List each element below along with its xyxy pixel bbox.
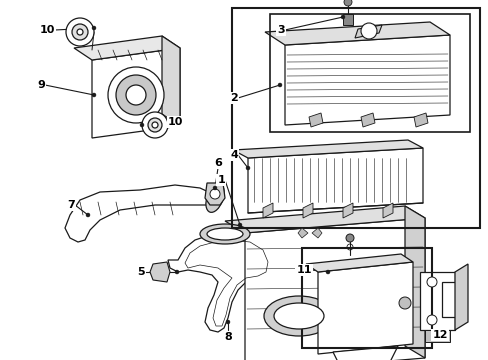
Polygon shape (311, 228, 321, 238)
Bar (231, 8, 479, 228)
Circle shape (126, 85, 146, 105)
Circle shape (209, 189, 220, 199)
Polygon shape (168, 233, 278, 332)
Text: 9: 9 (37, 80, 45, 90)
Circle shape (340, 15, 345, 19)
Polygon shape (285, 35, 449, 125)
Circle shape (426, 315, 436, 325)
Polygon shape (413, 113, 427, 127)
Text: 7: 7 (67, 200, 75, 210)
Text: 1: 1 (217, 175, 224, 185)
Circle shape (245, 166, 249, 170)
Polygon shape (308, 113, 323, 127)
Polygon shape (424, 330, 449, 342)
Circle shape (92, 26, 96, 30)
Text: 10: 10 (168, 117, 183, 127)
Polygon shape (150, 262, 170, 282)
Circle shape (225, 320, 229, 324)
Polygon shape (317, 262, 412, 354)
Circle shape (86, 213, 90, 217)
Ellipse shape (273, 303, 324, 329)
Ellipse shape (200, 224, 249, 244)
Polygon shape (342, 14, 352, 25)
Polygon shape (162, 36, 180, 126)
Bar (269, 14, 469, 132)
Circle shape (108, 67, 163, 123)
Polygon shape (74, 36, 180, 60)
Polygon shape (404, 206, 424, 358)
Polygon shape (204, 183, 224, 205)
Circle shape (140, 123, 143, 127)
Polygon shape (247, 148, 422, 213)
Polygon shape (92, 48, 180, 138)
Circle shape (66, 18, 94, 46)
Circle shape (152, 122, 158, 128)
Text: 10: 10 (40, 25, 55, 35)
Ellipse shape (264, 296, 333, 336)
Circle shape (77, 29, 83, 35)
Polygon shape (354, 25, 381, 38)
Circle shape (360, 23, 376, 39)
Circle shape (72, 24, 88, 40)
Polygon shape (454, 264, 467, 330)
Polygon shape (232, 140, 422, 158)
Circle shape (426, 277, 436, 287)
Circle shape (432, 332, 440, 340)
Text: 2: 2 (230, 93, 238, 103)
Text: 8: 8 (224, 332, 231, 342)
Polygon shape (297, 228, 307, 238)
Polygon shape (305, 254, 412, 272)
Polygon shape (65, 185, 215, 242)
Polygon shape (224, 206, 424, 233)
Circle shape (116, 75, 156, 115)
Circle shape (148, 118, 162, 132)
Polygon shape (382, 203, 392, 218)
Circle shape (92, 93, 96, 97)
Polygon shape (303, 203, 312, 218)
Text: 11: 11 (296, 265, 311, 275)
Circle shape (343, 0, 351, 6)
Circle shape (346, 234, 353, 242)
Polygon shape (360, 113, 374, 127)
Polygon shape (332, 346, 397, 360)
Ellipse shape (205, 184, 224, 212)
Polygon shape (264, 22, 449, 45)
Circle shape (398, 297, 410, 309)
Text: 3: 3 (277, 25, 285, 35)
Polygon shape (244, 218, 424, 360)
Circle shape (175, 270, 179, 274)
Polygon shape (419, 272, 454, 330)
Circle shape (434, 334, 438, 338)
Text: 12: 12 (431, 330, 447, 340)
Ellipse shape (206, 228, 243, 240)
Polygon shape (342, 203, 352, 218)
Circle shape (238, 223, 242, 227)
Circle shape (325, 270, 329, 274)
Bar (302, 248, 431, 348)
Text: 4: 4 (230, 150, 238, 160)
Circle shape (213, 186, 217, 190)
Circle shape (142, 112, 168, 138)
Text: 5: 5 (137, 267, 145, 277)
Circle shape (278, 83, 282, 87)
Polygon shape (263, 203, 272, 218)
Text: 6: 6 (214, 158, 222, 168)
